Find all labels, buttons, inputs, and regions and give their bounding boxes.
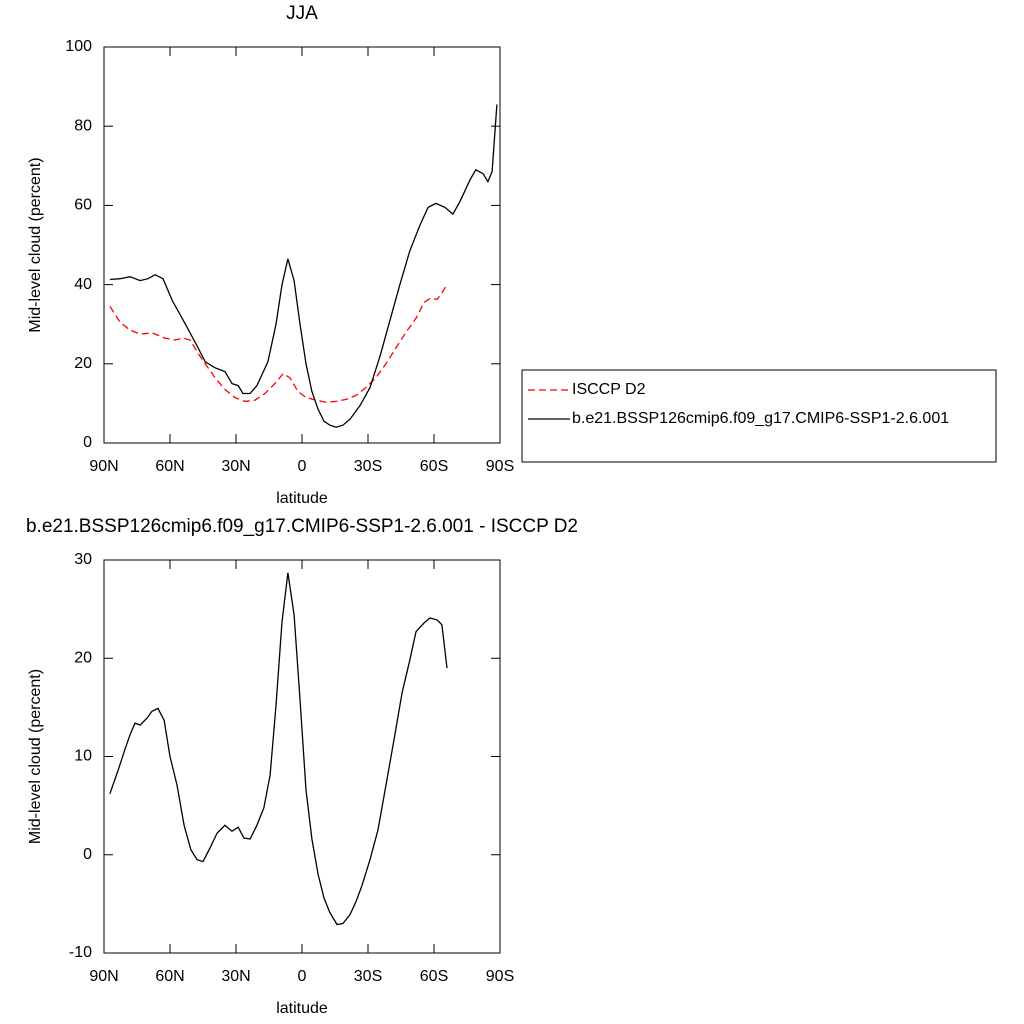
x-axis-label: latitude [276, 490, 328, 507]
plot-frame [103, 46, 501, 444]
y-tick-label: -10 [69, 944, 92, 961]
x-axis-label: latitude [276, 1000, 328, 1017]
y-tick-label: 20 [74, 649, 92, 666]
y-axis-label: Mid-level cloud (percent) [27, 669, 44, 844]
plot-frame [103, 559, 501, 954]
chart-title: JJA [286, 3, 318, 24]
y-axis-label: Mid-level cloud (percent) [27, 157, 44, 332]
y-tick-label: 40 [74, 276, 92, 293]
y-tick-label: 60 [74, 197, 92, 214]
y-tick-label: 20 [74, 355, 92, 372]
legend-label: ISCCP D2 [572, 381, 646, 398]
y-tick-label: 10 [74, 748, 92, 765]
x-tick-label: 90S [486, 968, 514, 985]
x-tick-label: 30S [354, 968, 382, 985]
x-tick-label: 0 [298, 458, 307, 475]
x-tick-label: 30N [221, 968, 250, 985]
x-tick-label: 0 [298, 968, 307, 985]
data-line [109, 284, 448, 403]
data-line [109, 572, 448, 926]
x-tick-label: 90S [486, 458, 514, 475]
legend-box [521, 369, 997, 463]
chart-title: b.e21.BSSP126cmip6.f09_g17.CMIP6-SSP1-2.… [26, 516, 578, 537]
y-tick-label: 80 [74, 117, 92, 134]
x-tick-label: 90N [89, 458, 118, 475]
x-tick-label: 60S [420, 968, 448, 985]
x-tick-label: 60N [155, 458, 184, 475]
data-line [109, 104, 498, 428]
legend-label: b.e21.BSSP126cmip6.f09_g17.CMIP6-SSP1-2.… [572, 410, 949, 427]
y-tick-label: 0 [83, 434, 92, 451]
y-tick-label: 100 [65, 38, 92, 55]
y-tick-label: 0 [83, 846, 92, 863]
x-tick-label: 90N [89, 968, 118, 985]
x-tick-label: 60N [155, 968, 184, 985]
x-tick-label: 30N [221, 458, 250, 475]
y-tick-label: 30 [74, 551, 92, 568]
x-tick-label: 30S [354, 458, 382, 475]
x-tick-label: 60S [420, 458, 448, 475]
